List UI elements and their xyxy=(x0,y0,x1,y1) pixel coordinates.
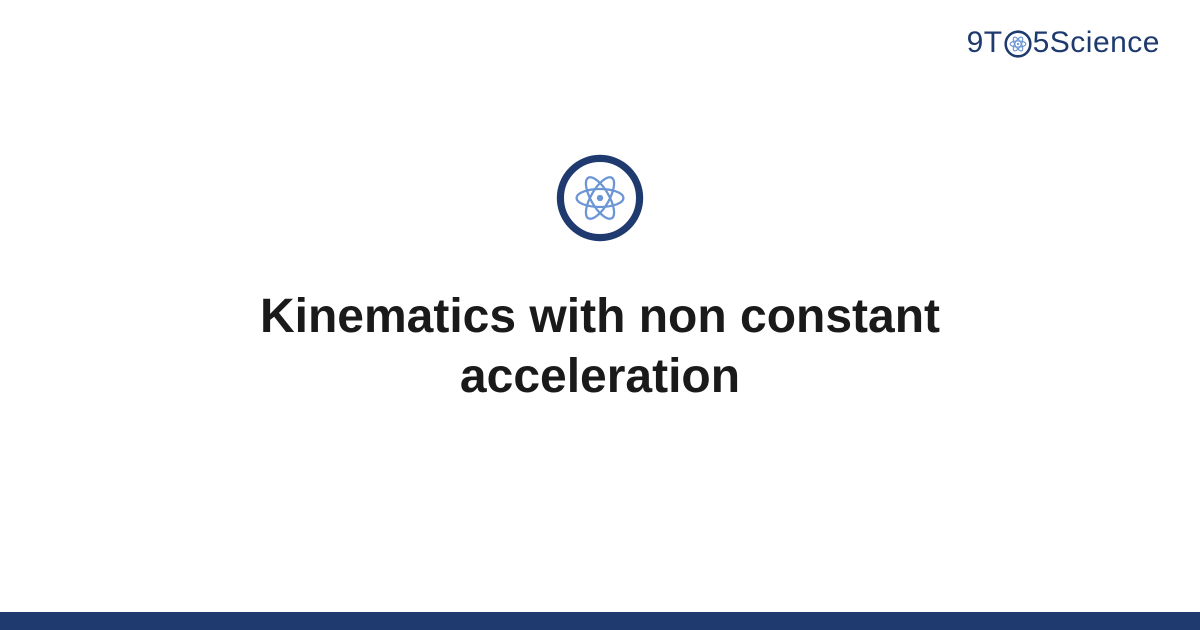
bottom-bar xyxy=(0,612,1200,630)
atom-icon xyxy=(555,153,645,243)
main-content: Kinematics with non constant acceleratio… xyxy=(0,0,1200,630)
page-title: Kinematics with non constant acceleratio… xyxy=(150,287,1050,407)
icon-nucleus xyxy=(597,195,603,201)
